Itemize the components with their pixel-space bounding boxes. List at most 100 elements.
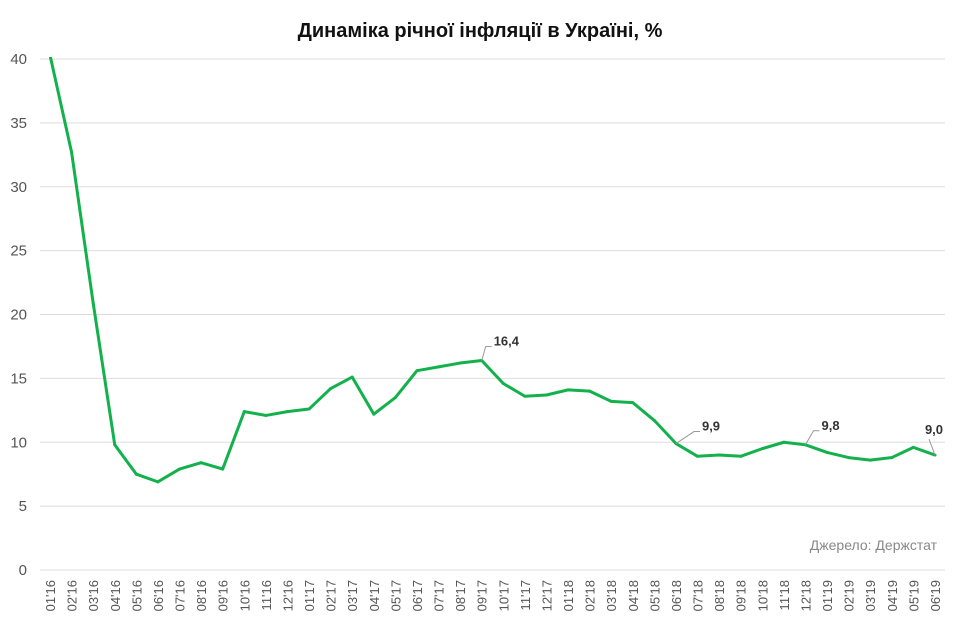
data-point: [609, 399, 613, 403]
x-tick-label: 12'18: [798, 580, 813, 611]
x-tick-label: 06'16: [151, 580, 166, 611]
x-tick-label: 05'17: [388, 580, 403, 611]
x-tick-label: 03'18: [604, 580, 619, 611]
x-tick-label: 05'19: [906, 580, 921, 611]
x-tick-label: 04'17: [367, 580, 382, 611]
x-tick-label: 11'18: [777, 580, 792, 610]
x-tick-label: 12'17: [539, 580, 554, 611]
x-tick-label: 11'17: [518, 580, 533, 610]
y-tick-label: 30: [10, 179, 27, 196]
x-tick-label: 05'16: [129, 580, 144, 611]
data-point: [652, 419, 656, 423]
data-point: [393, 396, 397, 400]
data-point: [825, 450, 829, 454]
y-tick-label: 15: [10, 370, 27, 387]
data-point: [415, 369, 419, 373]
y-tick-label: 20: [10, 307, 27, 324]
data-point: [329, 387, 333, 391]
x-tick-label: 04'16: [108, 580, 123, 611]
data-point: [49, 54, 52, 57]
x-tick-label: 07'18: [691, 580, 706, 611]
data-point: [437, 365, 441, 369]
x-tick-label: 03'19: [863, 580, 878, 611]
x-tick-label: 02'17: [324, 580, 339, 611]
y-tick-label: 35: [10, 115, 27, 132]
annotation-leader: [805, 430, 820, 446]
x-tick-label: 11'16: [259, 580, 274, 610]
data-point: [523, 394, 527, 398]
x-tick-label: 02'19: [842, 580, 857, 611]
x-tick-label: 01'18: [561, 580, 576, 611]
x-tick-label: 08'17: [453, 580, 468, 611]
x-tick-label: 08'18: [712, 580, 727, 611]
data-point: [631, 401, 635, 405]
source-note: Джерело: Держстат: [810, 537, 938, 553]
x-tick-label: 05'18: [647, 580, 662, 611]
data-point: [264, 413, 268, 417]
data-point: [307, 407, 311, 411]
data-point: [566, 388, 570, 392]
data-point: [760, 447, 764, 451]
annotation-leader: [928, 438, 936, 456]
data-point: [350, 375, 354, 379]
data-point: [134, 472, 138, 476]
data-label: 16,4: [494, 333, 520, 348]
x-tick-label: 12'16: [280, 580, 295, 611]
x-tick-label: 09'17: [475, 580, 490, 611]
data-point: [544, 393, 548, 397]
x-tick-label: 07'16: [173, 580, 188, 611]
data-point: [221, 467, 225, 471]
x-tick-label: 03'17: [345, 580, 360, 611]
data-label: 9,0: [925, 422, 943, 437]
x-tick-label: 08'16: [194, 580, 209, 611]
data-point: [91, 301, 95, 305]
data-point: [458, 361, 462, 365]
x-tick-label: 06'17: [410, 580, 425, 611]
x-tick-label: 01'19: [820, 580, 835, 611]
data-point: [911, 445, 915, 449]
data-point: [782, 440, 786, 444]
x-tick-label: 06'18: [669, 580, 684, 611]
data-point: [70, 150, 74, 154]
data-label: 9,9: [702, 419, 720, 434]
data-point: [847, 456, 851, 460]
data-point: [285, 410, 289, 414]
y-tick-label: 10: [10, 434, 27, 451]
x-tick-label: 10'17: [496, 580, 511, 611]
data-point: [199, 461, 203, 465]
x-tick-label: 02'18: [583, 580, 598, 611]
data-point: [156, 480, 160, 484]
y-tick-label: 40: [10, 51, 27, 68]
x-tick-label: 09'16: [216, 580, 231, 611]
x-tick-label: 01'17: [302, 580, 317, 611]
chart-title: Динаміка річної інфляції в Україні, %: [298, 20, 663, 42]
y-tick-label: 5: [19, 498, 27, 515]
x-tick-label: 07'17: [432, 580, 447, 611]
data-point: [113, 443, 117, 447]
x-tick-label: 09'18: [734, 580, 749, 611]
data-point: [372, 412, 376, 416]
data-point: [868, 458, 872, 462]
data-point: [588, 389, 592, 393]
annotation-leader: [675, 431, 700, 444]
x-tick-label: 10'16: [237, 580, 252, 611]
data-label: 9,8: [821, 418, 839, 433]
annotation-leader: [481, 345, 492, 361]
y-tick-label: 0: [19, 562, 27, 579]
data-point: [178, 467, 182, 471]
data-point: [739, 454, 743, 458]
x-tick-label: 04'18: [626, 580, 641, 611]
data-point: [242, 410, 246, 414]
x-tick-label: 06'19: [928, 580, 943, 611]
x-tick-label: 04'19: [885, 580, 900, 611]
data-point: [717, 453, 721, 457]
data-point: [890, 456, 894, 460]
data-point: [696, 454, 700, 458]
x-tick-label: 02'16: [65, 580, 80, 611]
data-point: [501, 381, 505, 385]
x-tick-label: 03'16: [86, 580, 101, 611]
x-tick-label: 01'16: [43, 580, 58, 611]
inflation-series-line: [48, 57, 936, 484]
y-tick-label: 25: [10, 243, 27, 260]
